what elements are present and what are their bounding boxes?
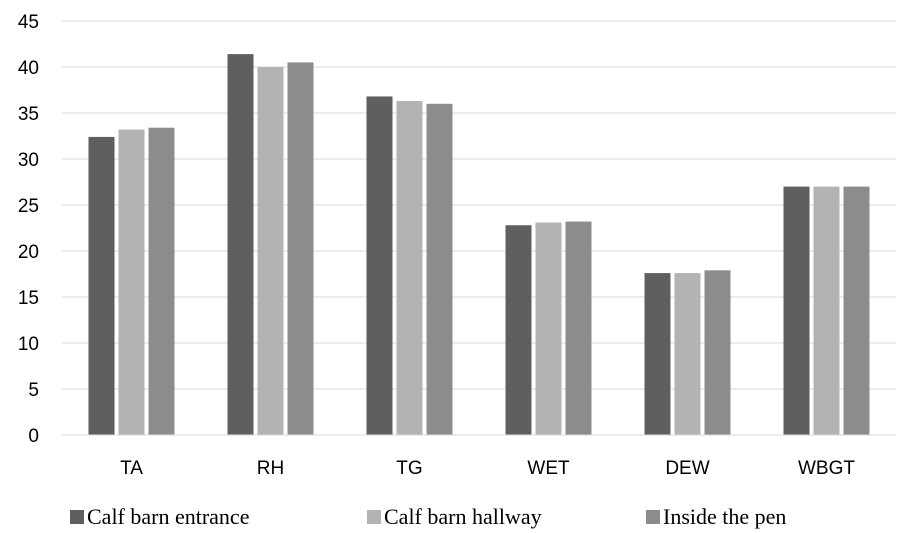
bar [813,186,840,435]
legend-label: Inside the pen [663,504,786,529]
y-tick-label: 5 [28,380,39,401]
y-tick-label: 0 [28,426,39,447]
bar [843,186,870,435]
legend-swatch [646,510,660,524]
x-category-label: TG [396,458,422,479]
bar [227,54,254,436]
legend-label: Calf barn hallway [384,504,542,529]
y-tick-label: 40 [18,58,39,79]
y-tick-label: 10 [18,334,39,355]
bar [644,273,671,435]
y-tick-label: 25 [18,196,39,217]
bar [674,273,701,435]
bar [426,103,453,436]
legend-swatch [70,510,84,524]
bar [148,127,175,435]
bar [704,270,731,435]
bar [565,221,592,435]
x-category-label: WET [527,458,570,479]
x-category-label: DEW [665,458,709,479]
legend: Calf barn entrance Calf barn hallway Insid… [70,504,786,529]
bar [118,129,145,435]
bar [535,222,562,435]
legend-label: Calf barn entrance [87,504,249,529]
bar [366,96,393,435]
x-category-label: WBGT [798,458,855,479]
x-category-label: RH [257,458,284,479]
legend-swatch [367,510,381,524]
bar [257,67,284,435]
bars [88,54,870,436]
bar [505,225,532,435]
y-axis-tick-labels: 0 5 10 15 20 25 30 35 40 45 [18,12,39,447]
bar [783,186,810,435]
y-tick-label: 20 [18,242,39,263]
bar [396,101,423,435]
y-tick-label: 15 [18,288,39,309]
bar [287,62,314,436]
bar [88,136,115,436]
grid-lines [62,20,896,390]
y-tick-label: 45 [18,12,39,33]
y-tick-label: 35 [18,104,39,125]
x-axis-category-labels: TA RH TG WET DEW WBGT [120,458,855,479]
x-category-label: TA [120,458,143,479]
y-tick-label: 30 [18,150,39,171]
